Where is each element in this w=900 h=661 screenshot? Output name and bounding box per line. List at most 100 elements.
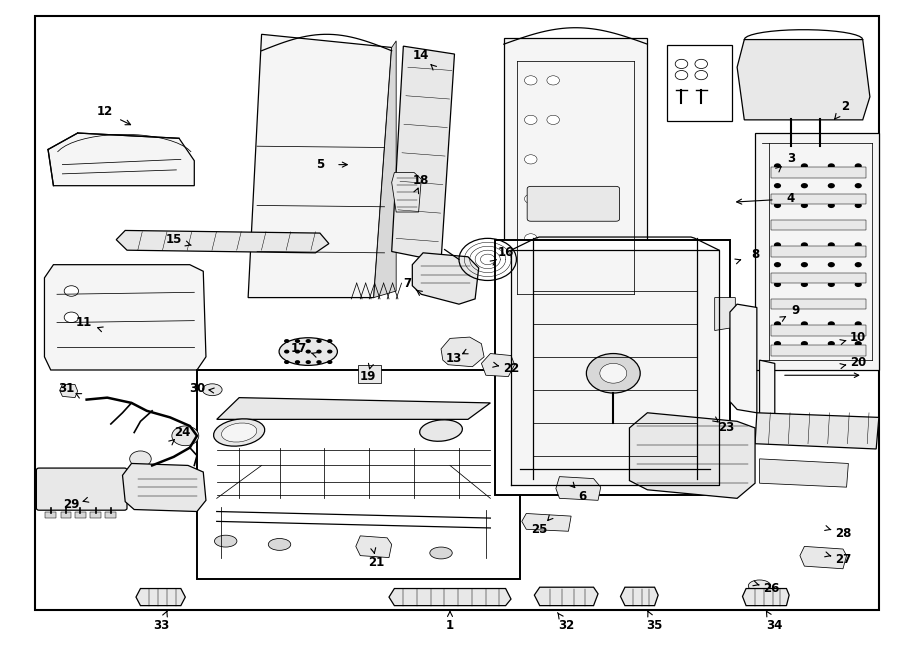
Text: 12: 12 bbox=[96, 106, 112, 118]
Circle shape bbox=[675, 71, 688, 80]
Circle shape bbox=[774, 243, 781, 248]
Circle shape bbox=[305, 339, 310, 343]
Circle shape bbox=[774, 183, 781, 188]
Ellipse shape bbox=[367, 545, 390, 557]
Polygon shape bbox=[760, 459, 849, 487]
Circle shape bbox=[327, 360, 332, 364]
Circle shape bbox=[801, 301, 808, 307]
Polygon shape bbox=[504, 38, 647, 307]
Text: 15: 15 bbox=[166, 233, 182, 246]
Ellipse shape bbox=[279, 338, 338, 366]
Circle shape bbox=[695, 59, 707, 69]
Circle shape bbox=[525, 115, 537, 124]
Polygon shape bbox=[356, 536, 392, 558]
Circle shape bbox=[801, 223, 808, 228]
Circle shape bbox=[828, 183, 835, 188]
Text: 13: 13 bbox=[446, 352, 462, 365]
Text: 14: 14 bbox=[413, 49, 429, 62]
Bar bbox=[495, 240, 730, 495]
Text: 9: 9 bbox=[791, 304, 799, 317]
Circle shape bbox=[295, 350, 301, 354]
Circle shape bbox=[828, 163, 835, 169]
Text: 1: 1 bbox=[446, 619, 454, 632]
Circle shape bbox=[774, 163, 781, 169]
Text: 8: 8 bbox=[751, 249, 760, 261]
Polygon shape bbox=[217, 398, 490, 419]
Circle shape bbox=[774, 223, 781, 228]
Circle shape bbox=[327, 350, 332, 354]
Polygon shape bbox=[48, 133, 194, 186]
Circle shape bbox=[801, 262, 808, 267]
Circle shape bbox=[801, 163, 808, 169]
Circle shape bbox=[284, 360, 290, 364]
Ellipse shape bbox=[748, 580, 770, 592]
Text: 25: 25 bbox=[532, 523, 548, 536]
Circle shape bbox=[64, 286, 78, 296]
Text: 20: 20 bbox=[850, 356, 867, 369]
Circle shape bbox=[801, 341, 808, 346]
Polygon shape bbox=[44, 264, 206, 370]
Circle shape bbox=[801, 243, 808, 248]
Bar bbox=[771, 325, 867, 336]
Text: 11: 11 bbox=[76, 316, 92, 329]
Text: 6: 6 bbox=[579, 490, 587, 503]
Circle shape bbox=[130, 451, 151, 467]
Circle shape bbox=[828, 321, 835, 327]
Text: 3: 3 bbox=[787, 151, 795, 165]
Circle shape bbox=[855, 163, 862, 169]
Ellipse shape bbox=[430, 547, 452, 559]
Polygon shape bbox=[742, 588, 789, 605]
Circle shape bbox=[828, 243, 835, 248]
Circle shape bbox=[305, 360, 310, 364]
Bar bbox=[197, 370, 520, 579]
Circle shape bbox=[525, 155, 537, 164]
Circle shape bbox=[828, 282, 835, 287]
Polygon shape bbox=[392, 173, 421, 212]
Text: 31: 31 bbox=[58, 382, 74, 395]
Text: 16: 16 bbox=[498, 247, 514, 259]
Polygon shape bbox=[374, 41, 396, 297]
Circle shape bbox=[774, 301, 781, 307]
Bar bbox=[60, 512, 71, 518]
Circle shape bbox=[295, 339, 301, 343]
Circle shape bbox=[828, 301, 835, 307]
Circle shape bbox=[801, 203, 808, 208]
Circle shape bbox=[774, 262, 781, 267]
Polygon shape bbox=[389, 588, 511, 605]
Ellipse shape bbox=[202, 384, 222, 396]
Polygon shape bbox=[800, 547, 847, 568]
Text: 7: 7 bbox=[403, 276, 411, 290]
Polygon shape bbox=[730, 304, 757, 412]
Text: 34: 34 bbox=[767, 619, 783, 632]
Circle shape bbox=[172, 426, 199, 446]
Text: 28: 28 bbox=[835, 527, 851, 540]
Text: 17: 17 bbox=[291, 342, 308, 356]
Bar bbox=[75, 512, 86, 518]
Bar bbox=[105, 512, 116, 518]
Circle shape bbox=[774, 282, 781, 287]
Polygon shape bbox=[737, 40, 870, 120]
Polygon shape bbox=[482, 354, 515, 377]
Circle shape bbox=[316, 339, 321, 343]
FancyBboxPatch shape bbox=[36, 468, 127, 510]
Polygon shape bbox=[535, 587, 598, 605]
Circle shape bbox=[855, 223, 862, 228]
Circle shape bbox=[855, 203, 862, 208]
Polygon shape bbox=[620, 587, 658, 605]
Polygon shape bbox=[392, 46, 454, 261]
Text: 26: 26 bbox=[763, 582, 779, 595]
Text: 33: 33 bbox=[153, 619, 169, 632]
Circle shape bbox=[305, 350, 310, 354]
Circle shape bbox=[801, 282, 808, 287]
Text: 35: 35 bbox=[646, 619, 662, 632]
Bar bbox=[358, 365, 381, 383]
Text: 2: 2 bbox=[841, 100, 849, 113]
Circle shape bbox=[828, 203, 835, 208]
Bar bbox=[771, 299, 867, 309]
Bar bbox=[771, 220, 867, 231]
Circle shape bbox=[801, 321, 808, 327]
Text: 4: 4 bbox=[787, 192, 795, 206]
Text: 19: 19 bbox=[359, 370, 375, 383]
Text: 27: 27 bbox=[835, 553, 851, 566]
Circle shape bbox=[855, 341, 862, 346]
